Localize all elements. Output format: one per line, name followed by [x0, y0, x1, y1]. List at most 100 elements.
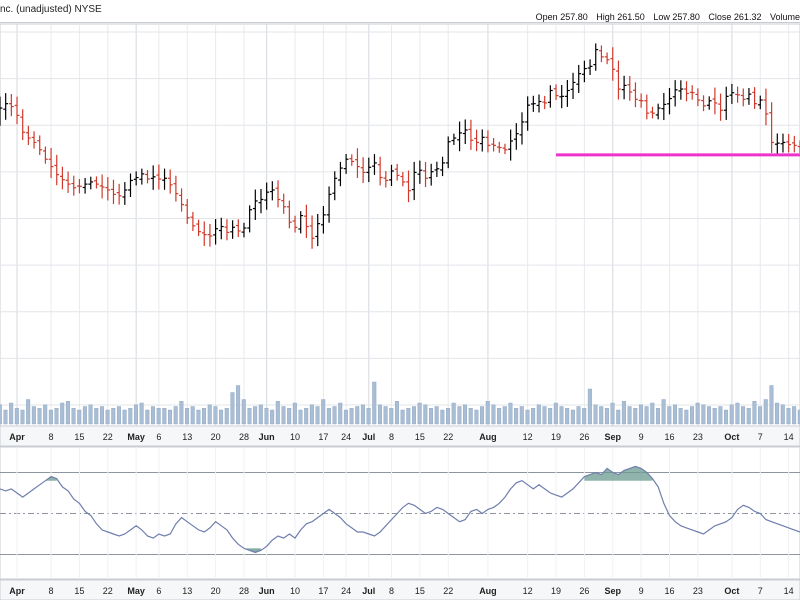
x-tick-label: 20: [211, 432, 221, 442]
volume-bar: [689, 406, 694, 425]
volume-bar: [14, 408, 19, 425]
ohlc-bar: [593, 43, 599, 71]
ohlc-bar: [60, 166, 65, 190]
ohlc-bar: [457, 121, 462, 152]
x-tick-label: 6: [156, 432, 161, 442]
ohlc-bar: [769, 102, 775, 153]
ohlc-bar: [547, 85, 553, 108]
ohlc-bar: [111, 179, 116, 205]
ohlc-bar: [145, 170, 150, 184]
ohlc-bar: [184, 199, 190, 224]
volume-bar: [599, 406, 604, 425]
volume-bar: [542, 406, 547, 425]
ohlc-bar: [383, 171, 389, 188]
ohlc-bar: [740, 88, 746, 107]
x-tick-label: 17: [318, 432, 328, 442]
x-tick-label: Jun: [259, 586, 275, 596]
ohlc-bar: [150, 165, 156, 190]
ohlc-bar: [258, 188, 264, 214]
x-tick-label: 15: [415, 586, 425, 596]
volume-bar: [202, 408, 207, 425]
x-tick-label: 19: [551, 432, 561, 442]
ohlc-bar: [128, 173, 133, 197]
volume-bar: [133, 404, 138, 425]
volume-bar: [26, 399, 31, 425]
x-tick-label: 24: [341, 432, 351, 442]
ohlc-readout: Open 257.80 High 261.50 Low 257.80 Close…: [536, 12, 800, 22]
ohlc-bar: [14, 96, 20, 125]
volume-bar: [752, 401, 757, 425]
volume-bar: [587, 388, 592, 425]
volume-bar: [43, 404, 48, 425]
ohlc-bar: [116, 183, 122, 205]
x-tick-label: 22: [443, 432, 453, 442]
volume-bar: [156, 408, 161, 425]
ohlc-bar: [423, 162, 428, 188]
volume-bar: [758, 406, 763, 425]
x-tick-label: 23: [693, 586, 703, 596]
ohlc-bar: [678, 80, 684, 100]
ohlc-bar: [411, 161, 417, 201]
volume-bar: [468, 408, 473, 425]
rsi-gridlines: [0, 447, 800, 579]
ohlc-bar: [48, 147, 54, 178]
volume-bar: [207, 404, 212, 425]
volume-bar: [82, 406, 87, 425]
x-tick-label: May: [127, 432, 145, 442]
volume-bar: [684, 409, 689, 425]
volume-bar: [780, 404, 785, 425]
volume-bar: [190, 406, 195, 425]
x-tick-label: 23: [693, 432, 703, 442]
volume-bar: [366, 408, 371, 425]
volume-bar: [746, 408, 751, 425]
ohlc-bar: [3, 93, 9, 120]
ohlc-bar: [360, 157, 366, 183]
volume-bar: [236, 385, 241, 425]
exchange-text: NYSE: [74, 4, 102, 15]
ohlc-bar: [752, 87, 758, 109]
x-tick-label: 8: [389, 432, 394, 442]
ohlc-bar: [394, 163, 400, 181]
ohlc-bar: [207, 224, 213, 247]
volume-bar: [258, 404, 263, 425]
volume-bar: [508, 402, 513, 425]
volume-bar: [434, 406, 439, 425]
ohlc-bar: [786, 133, 792, 153]
x-tick-label: 8: [49, 432, 54, 442]
volume-bar: [77, 409, 82, 425]
ohlc-bar: [695, 88, 701, 107]
volume-bar: [457, 406, 462, 425]
ohlc-bar: [650, 106, 655, 119]
volume-bar: [332, 406, 337, 425]
x-axis-labels: Apr 8 15 22 May 6 13 20 28 Jun 10 17 24 Jul 8 15 22 Aug 12…: [9, 432, 793, 442]
ohlc-bar: [77, 179, 82, 194]
volume-bar: [672, 404, 677, 425]
x-tick-label: 7: [758, 432, 763, 442]
volume-bar: [741, 406, 746, 425]
ohlc-bar: [218, 217, 224, 240]
volume-bar: [446, 408, 451, 425]
x-tick-label: 15: [74, 586, 84, 596]
volume-bar: [247, 408, 252, 425]
ohlc-bar: [553, 84, 559, 101]
ohlc-bar: [542, 95, 548, 110]
ohlc-bar: [372, 154, 377, 175]
ohlc-bar: [576, 64, 582, 93]
high-value: 261.50: [617, 12, 645, 22]
volume-bar: [20, 409, 25, 425]
symbol-title: nc. (unadjusted) NYSE: [0, 4, 102, 15]
x-tick-label: Jun: [259, 432, 275, 442]
x-tick-label: 14: [784, 586, 794, 596]
volume-bar: [718, 406, 723, 425]
ohlc-bar: [201, 221, 207, 246]
ohlc-bar: [559, 84, 565, 109]
ohlc-bar: [712, 87, 718, 115]
ohlc-bar: [474, 129, 479, 152]
volume-bar: [219, 409, 224, 425]
volume-bar: [440, 409, 445, 425]
ohlc-bar: [179, 188, 184, 212]
volume-bar: [389, 408, 394, 425]
ohlc-bar: [570, 72, 576, 99]
ohlc-bar: [292, 215, 298, 233]
